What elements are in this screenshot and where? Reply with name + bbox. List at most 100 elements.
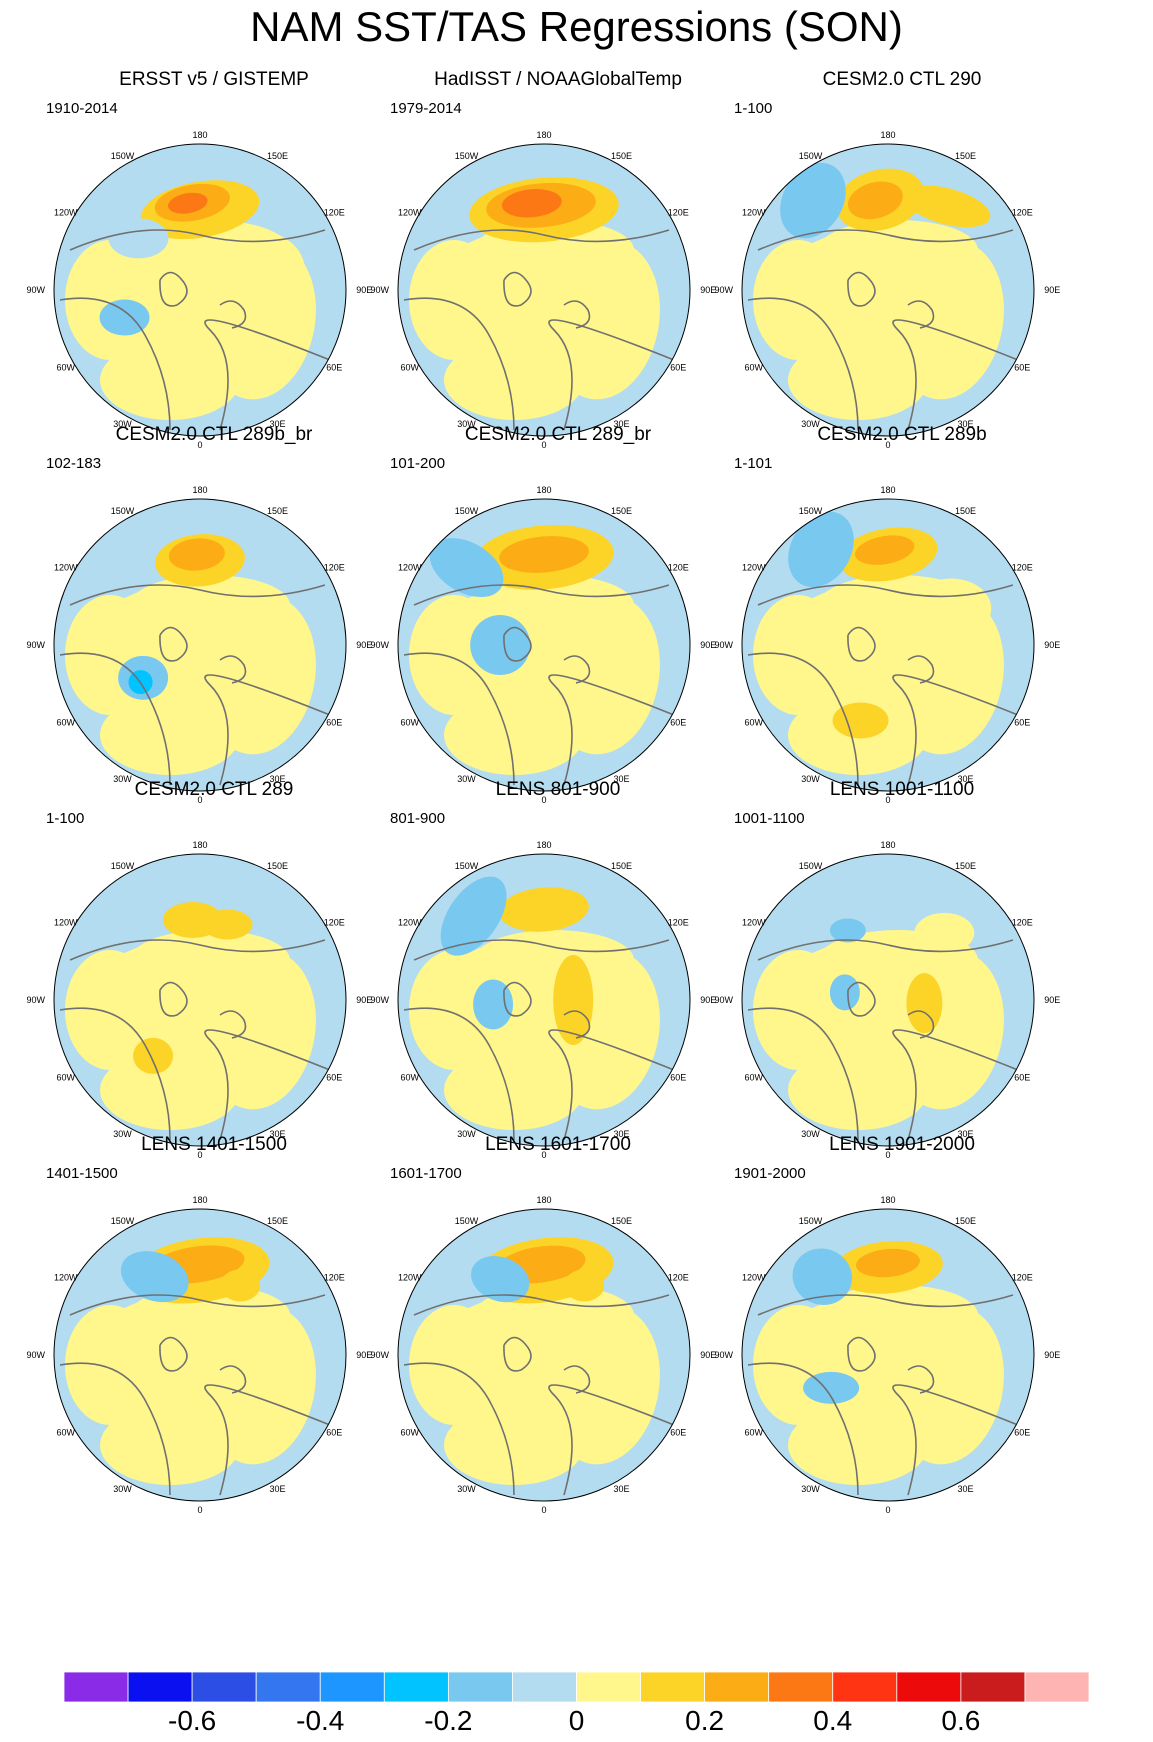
longitude-label: 60W [57, 1073, 76, 1083]
longitude-label: 120W [742, 1273, 766, 1283]
anomaly-patch [914, 912, 975, 953]
anomaly-patch [564, 1269, 605, 1302]
longitude-label: 90E [356, 640, 372, 650]
longitude-label: 30W [801, 1484, 820, 1494]
longitude-label: 90W [370, 1350, 389, 1360]
longitude-label: 30W [801, 419, 820, 429]
anomaly-patch [548, 1305, 660, 1465]
longitude-label: 0 [541, 795, 546, 805]
polar-map: 180 150W 150E 120W 120E 90W 90E 60W 60E 30W 30E 0 [26, 485, 372, 805]
anomaly-patch [220, 1269, 261, 1302]
longitude-label: 90E [700, 640, 716, 650]
colorbar-tick-label: -0.2 [424, 1705, 473, 1736]
anomaly-patch [99, 299, 150, 336]
longitude-label: 150W [455, 506, 479, 516]
longitude-label: 90W [370, 640, 389, 650]
longitude-label: 120W [54, 563, 78, 573]
anomaly-patch [892, 1305, 1004, 1465]
coastline [747, 1362, 859, 1496]
panel-title: CESM2.0 CTL 290 [822, 69, 982, 90]
longitude-label: 30W [801, 1129, 820, 1139]
map-panel: LENS 1401-1500 1401-1500 180 150W 150E 120W 12… [24, 1133, 404, 1523]
longitude-label: 60W [57, 718, 76, 728]
longitude-label: 30E [613, 1484, 629, 1494]
coastline [403, 297, 515, 431]
map-border [397, 853, 691, 1147]
longitude-label: 120E [1012, 918, 1033, 928]
longitude-label: 90W [26, 640, 45, 650]
longitude-label: 60E [670, 1073, 686, 1083]
longitude-label: 150W [455, 151, 479, 161]
longitude-label: 60E [1014, 363, 1030, 373]
longitude-label: 120W [398, 563, 422, 573]
coastline [847, 981, 876, 1017]
polar-map: 180 150W 150E 120W 120E 90W 90E 60W 60E 30W 30E 0 [714, 840, 1060, 1160]
anomaly-patch [214, 595, 295, 656]
longitude-label: 120W [398, 1273, 422, 1283]
longitude-label: 60W [745, 1073, 764, 1083]
longitude-label: 60E [326, 363, 342, 373]
map-border [53, 853, 347, 1147]
coastline [757, 1294, 1014, 1316]
anomaly-patch [829, 974, 860, 1011]
longitude-label: 180 [536, 130, 551, 140]
anomaly-patch [753, 595, 843, 715]
longitude-label: 90W [370, 285, 389, 295]
longitude-label: 60W [401, 718, 420, 728]
coastline [892, 1029, 1019, 1141]
anomaly-patch [444, 695, 584, 775]
map-border [53, 498, 347, 792]
longitude-label: 30E [957, 419, 973, 429]
colorbar-labels: -0.6 -0.4 -0.2 0 0.2 0.4 0.6 [0, 1704, 1153, 1740]
coastline [403, 1007, 515, 1141]
longitude-label: 120E [668, 918, 689, 928]
anomaly-patch [473, 979, 514, 1030]
longitude-label: 120E [324, 563, 345, 573]
colorbar-tick-label: 0.2 [685, 1705, 725, 1736]
anomaly-patch [100, 1405, 240, 1485]
coastline [219, 655, 247, 684]
colorbar-swatches [64, 1672, 1089, 1702]
coastline [757, 229, 1014, 251]
coastline [503, 981, 532, 1017]
longitude-label: 120E [1012, 208, 1033, 218]
colorbar-swatch [1024, 1672, 1089, 1702]
coastline [59, 1362, 171, 1496]
longitude-label: 30E [269, 1484, 285, 1494]
coastline [159, 626, 188, 662]
longitude-label: 30E [613, 419, 629, 429]
colorbar-swatch [896, 1672, 962, 1702]
longitude-label: 180 [880, 840, 895, 850]
coastline [548, 674, 675, 786]
longitude-label: 150W [111, 506, 135, 516]
colorbar-tick-label: 0.4 [813, 1705, 853, 1736]
colorbar-swatch [512, 1672, 577, 1702]
anomaly-patch [133, 1037, 174, 1074]
anomaly-patch [902, 185, 991, 228]
colorbar-swatch [768, 1672, 834, 1702]
coastline [847, 1336, 876, 1372]
map-panel: CESM2.0 CTL 289b 1-101 180 150W 150E 120W 120E… [712, 423, 1092, 813]
anomaly-patch [409, 950, 499, 1070]
coastline [503, 271, 532, 307]
anomaly-patch [65, 950, 155, 1070]
colorbar-swatch [447, 1672, 513, 1702]
longitude-label: 0 [541, 1505, 546, 1515]
longitude-label: 120E [668, 563, 689, 573]
colorbar-swatch [832, 1672, 898, 1702]
anomaly-patch [444, 340, 584, 420]
anomaly-patch [471, 1256, 530, 1303]
map-panel: CESM2.0 CTL 289b_br 102-183 180 150W 150E 120… [24, 423, 404, 813]
longitude-label: 120W [398, 918, 422, 928]
longitude-label: 150E [611, 1216, 632, 1226]
longitude-label: 30E [957, 1129, 973, 1139]
coastline [59, 652, 171, 786]
longitude-label: 30W [113, 1129, 132, 1139]
coastline [892, 1384, 1019, 1496]
longitude-label: 150W [799, 1216, 823, 1226]
map-border [741, 1208, 1035, 1502]
map-border [53, 1208, 347, 1502]
longitude-label: 180 [192, 485, 207, 495]
anomaly-patch [911, 578, 992, 639]
coastline [747, 652, 859, 786]
